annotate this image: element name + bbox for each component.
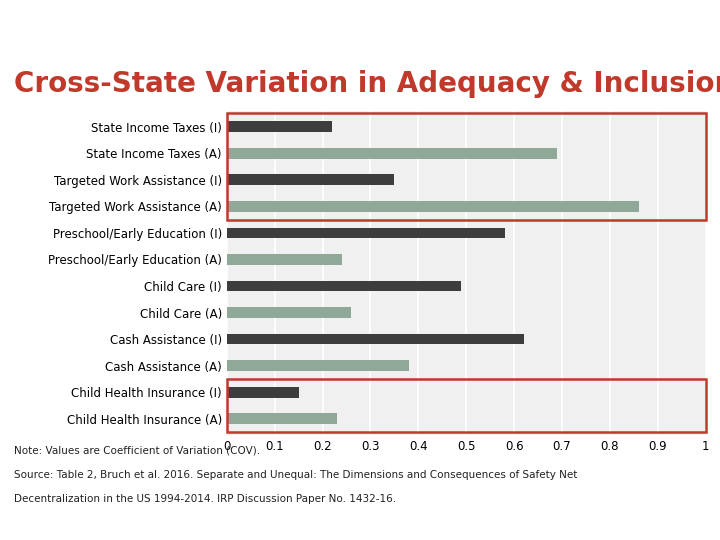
Bar xyxy=(227,201,639,212)
Bar xyxy=(227,387,299,397)
Bar xyxy=(227,113,706,220)
Bar xyxy=(227,281,462,291)
Bar xyxy=(227,379,706,432)
Text: Decentralization in the US 1994-2014. IRP Discussion Paper No. 1432-16.: Decentralization in the US 1994-2014. IR… xyxy=(14,494,397,504)
Bar xyxy=(227,227,505,238)
Bar xyxy=(227,148,557,159)
Bar xyxy=(227,174,395,185)
Bar xyxy=(227,360,409,371)
Text: Note: Values are Coefficient of Variation (COV).: Note: Values are Coefficient of Variatio… xyxy=(14,446,261,456)
Bar xyxy=(227,254,342,265)
Bar xyxy=(227,307,351,318)
Bar xyxy=(227,122,332,132)
Text: Cross-State Variation in Adequacy & Inclusion: Cross-State Variation in Adequacy & Incl… xyxy=(14,70,720,98)
Bar xyxy=(227,414,337,424)
Bar xyxy=(227,334,523,345)
Text: Source: Table 2, Bruch et al. 2016. Separate and Unequal: The Dimensions and Con: Source: Table 2, Bruch et al. 2016. Sepa… xyxy=(14,470,577,480)
